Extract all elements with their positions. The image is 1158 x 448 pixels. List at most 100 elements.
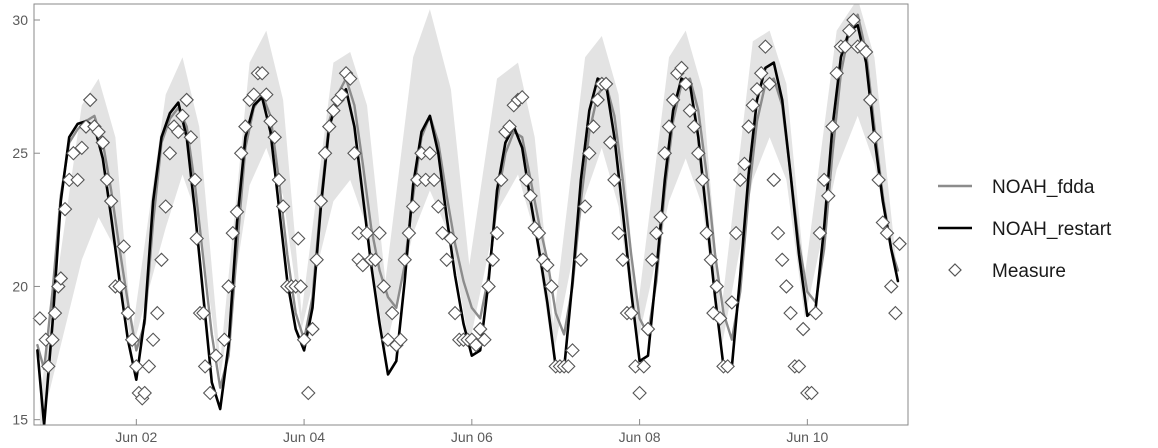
measure-point — [745, 97, 761, 113]
measure-point — [682, 103, 698, 118]
measure-point — [51, 279, 66, 294]
measure-point — [187, 172, 203, 188]
measure-point — [829, 66, 844, 81]
measure-point — [598, 76, 614, 92]
plot-frame — [33, 3, 909, 426]
measure-point — [674, 60, 689, 76]
measure-point — [770, 225, 786, 241]
y-tick-label: 25 — [12, 145, 28, 161]
measure-point — [783, 305, 798, 321]
measure-point — [821, 188, 836, 204]
measure-point — [290, 231, 306, 246]
measure-point — [103, 193, 119, 209]
measure-point — [808, 305, 824, 321]
measure-point — [649, 225, 664, 241]
measure-point — [858, 44, 874, 60]
measure-point — [431, 199, 446, 214]
measure-point — [762, 76, 777, 92]
measure-point — [296, 332, 312, 348]
measure-point — [653, 209, 668, 225]
measure-point — [197, 359, 213, 374]
measure-point — [678, 76, 694, 92]
measure-point — [749, 81, 765, 97]
measure-point — [334, 87, 350, 102]
measure-point — [293, 279, 309, 294]
measure-point — [686, 119, 702, 134]
measure-point — [485, 252, 501, 268]
measure-point — [271, 172, 287, 188]
measure-point — [40, 359, 56, 374]
measure-point — [45, 332, 60, 348]
measure-point — [883, 279, 899, 294]
legend-item-noah-restart-label: NOAH_restart — [992, 219, 1112, 240]
measure-point — [124, 332, 140, 348]
measure-point — [493, 172, 509, 188]
measure-point — [602, 135, 618, 150]
legend-item-measure-label: Measure — [992, 261, 1066, 282]
measure-point — [347, 145, 362, 161]
measure-point — [712, 311, 728, 326]
measure-point — [129, 359, 144, 374]
measure-point — [116, 239, 132, 254]
measure-markers — [32, 12, 907, 406]
measure-point — [82, 92, 98, 108]
measure-point — [644, 252, 660, 268]
measure-point — [867, 129, 882, 145]
measure-point — [812, 225, 828, 241]
measure-point — [691, 145, 706, 161]
measure-point — [862, 92, 878, 108]
measure-point — [577, 199, 593, 214]
measure-point — [202, 385, 218, 401]
measure-point — [150, 305, 165, 321]
measure-point — [225, 225, 241, 241]
measure-point — [179, 92, 194, 108]
measure-point — [837, 39, 853, 54]
measure-point — [724, 295, 740, 310]
x-tick-label: Jun 08 — [619, 429, 661, 445]
measure-point — [397, 252, 413, 268]
measure-point — [737, 156, 752, 172]
axes: Jun 02 Jun 04 Jun 06 Jun 08 Jun 10 15 20 25 30 — [12, 12, 828, 445]
measure-point — [53, 271, 69, 286]
measure-point — [401, 225, 417, 241]
measure-point — [112, 279, 127, 294]
measure-point — [531, 225, 547, 241]
measure-point — [795, 321, 811, 337]
measure-point — [540, 257, 555, 273]
measure-point — [70, 172, 85, 188]
measure-point — [301, 385, 316, 401]
measure-point — [623, 305, 639, 321]
measure-point — [565, 343, 580, 358]
measure-point — [804, 385, 819, 401]
measure-point — [590, 92, 605, 108]
measure-point — [586, 119, 601, 134]
measure-point — [196, 305, 211, 321]
measure-point — [254, 66, 270, 81]
measure-point — [259, 87, 274, 102]
measure-point — [489, 225, 505, 241]
measure-point — [791, 359, 807, 374]
measure-point — [74, 140, 90, 156]
legend-item-noah-fdda-label: NOAH_fdda — [992, 177, 1095, 198]
measure-point — [514, 89, 530, 105]
measure-point — [875, 215, 891, 230]
measure-point — [189, 231, 204, 246]
measure-point — [175, 108, 190, 124]
measure-point — [703, 252, 719, 268]
measure-point — [632, 385, 647, 401]
measure-point — [170, 124, 186, 140]
measure-point — [313, 193, 329, 209]
x-tick-label: Jun 06 — [451, 429, 493, 445]
measure-point — [477, 332, 492, 348]
measure-point — [544, 279, 559, 294]
measure-point — [57, 201, 73, 217]
measure-point — [120, 305, 136, 321]
measure-point — [741, 119, 756, 134]
measure-point — [720, 359, 735, 374]
measure-point — [766, 172, 782, 188]
measure-point — [154, 252, 169, 268]
measure-point — [229, 204, 245, 220]
measure-point — [246, 87, 262, 102]
legend: NOAH_fdda NOAH_restart Measure — [938, 177, 1112, 282]
